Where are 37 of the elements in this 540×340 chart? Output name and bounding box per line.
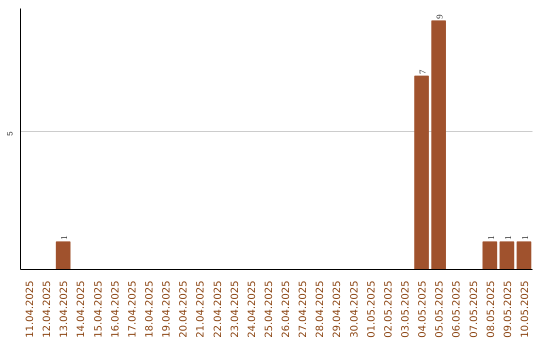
- x-tick-label: 24.04.2025: [246, 280, 258, 338]
- data-label: 1: [502, 235, 513, 240]
- x-tick-label: 12.04.2025: [42, 280, 54, 338]
- x-tick-label: 08.05.2025: [486, 280, 497, 338]
- data-label: 9: [434, 14, 445, 19]
- x-tick-label: 18.04.2025: [144, 280, 156, 338]
- data-label: 7: [418, 69, 428, 74]
- x-tick-label: 22.04.2025: [212, 280, 224, 338]
- x-tick-label: 10.05.2025: [520, 280, 531, 338]
- x-tick-label: 09.05.2025: [502, 280, 514, 338]
- x-tick-label: 01.05.2025: [366, 280, 378, 338]
- x-tick-label: 17.04.2025: [127, 280, 138, 338]
- x-tick-label: 19.04.2025: [162, 280, 173, 338]
- x-tick-label: 20.04.2025: [178, 280, 190, 338]
- data-label: 1: [486, 235, 496, 240]
- data-label: 1: [520, 235, 530, 240]
- x-tick-label: 28.04.2025: [315, 280, 326, 338]
- x-tick-label: 11.04.2025: [25, 280, 36, 338]
- x-tick-label: 06.05.2025: [452, 280, 463, 338]
- x-tick-label: 29.04.2025: [332, 280, 344, 338]
- x-tick-label: 05.05.2025: [434, 280, 446, 338]
- x-tick-label: 13.04.2025: [59, 280, 70, 338]
- y-tick-label: 5: [6, 130, 14, 136]
- x-tick-label: 03.05.2025: [400, 280, 412, 338]
- x-tick-label: 07.05.2025: [468, 280, 480, 338]
- data-label: 1: [59, 235, 70, 240]
- x-tick-label: 25.04.2025: [264, 280, 275, 338]
- x-tick-label: 15.04.2025: [93, 280, 104, 338]
- x-tick-label: 21.04.2025: [196, 280, 207, 338]
- x-tick-label: 16.04.2025: [110, 280, 122, 338]
- x-tick-label: 23.04.2025: [230, 280, 241, 338]
- x-tick-label: 27.04.2025: [298, 280, 310, 338]
- x-tick-label: 02.05.2025: [383, 280, 394, 338]
- x-tick-label: 04.05.2025: [418, 280, 429, 338]
- x-tick-label: 26.04.2025: [281, 280, 292, 338]
- x-tick-label: 30.04.2025: [349, 280, 360, 338]
- x-tick-label: 14.04.2025: [76, 280, 88, 338]
